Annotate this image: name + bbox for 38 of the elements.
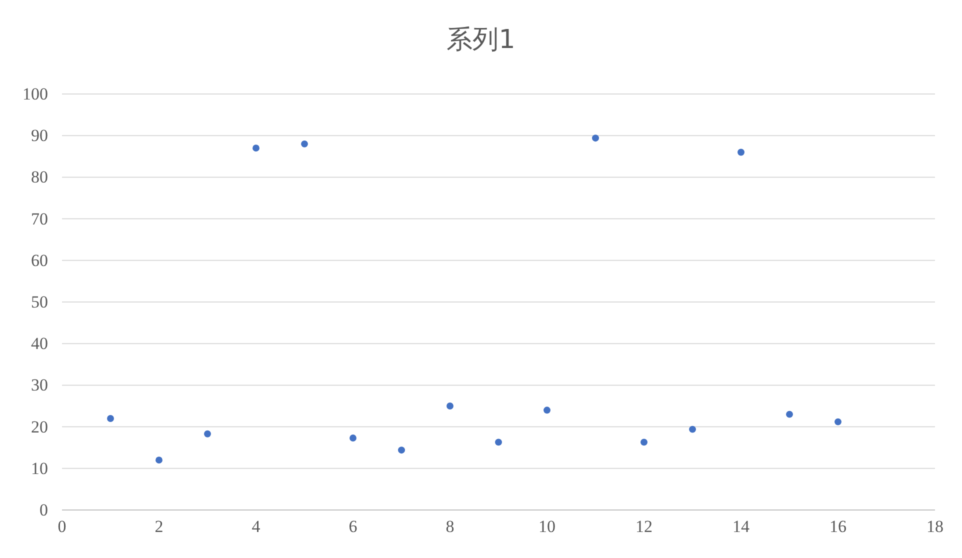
y-tick-label: 20 <box>31 417 48 436</box>
y-tick-label: 80 <box>31 168 48 187</box>
x-tick-label: 12 <box>636 517 652 536</box>
x-tick-label: 10 <box>538 517 556 536</box>
x-tick-label: 2 <box>154 517 164 536</box>
point <box>689 426 696 433</box>
y-tick-label: 10 <box>31 458 48 478</box>
x-tick-label: 14 <box>732 517 750 536</box>
x-tick-label: 8 <box>446 517 454 536</box>
point <box>834 418 842 426</box>
x-tick-label: 4 <box>252 517 261 536</box>
x-tick-label: 18 <box>926 517 944 536</box>
y-tick-label: 0 <box>40 500 48 520</box>
point <box>592 134 599 142</box>
y-tick-label: 70 <box>31 209 48 228</box>
point <box>252 144 260 152</box>
point <box>640 438 648 446</box>
y-tick-label: 60 <box>31 250 48 270</box>
point <box>398 446 405 454</box>
point <box>738 148 744 156</box>
point <box>544 406 550 414</box>
point <box>495 438 502 446</box>
y-tick-label: 30 <box>31 376 48 395</box>
point <box>107 415 114 422</box>
point <box>156 456 162 464</box>
y-tick-label: 40 <box>31 334 48 354</box>
point <box>350 434 356 442</box>
point <box>204 430 211 438</box>
x-tick-label: 16 <box>830 517 846 536</box>
y-tick-label: 50 <box>31 292 48 312</box>
point <box>301 140 308 148</box>
y-tick-label: 100 <box>22 84 48 104</box>
point <box>446 402 454 410</box>
chart-title: 系列1 <box>446 25 516 55</box>
x-tick-label: 0 <box>58 517 66 536</box>
x-tick-label: 6 <box>348 517 358 536</box>
y-tick-label: 90 <box>31 126 48 146</box>
point <box>786 410 793 418</box>
